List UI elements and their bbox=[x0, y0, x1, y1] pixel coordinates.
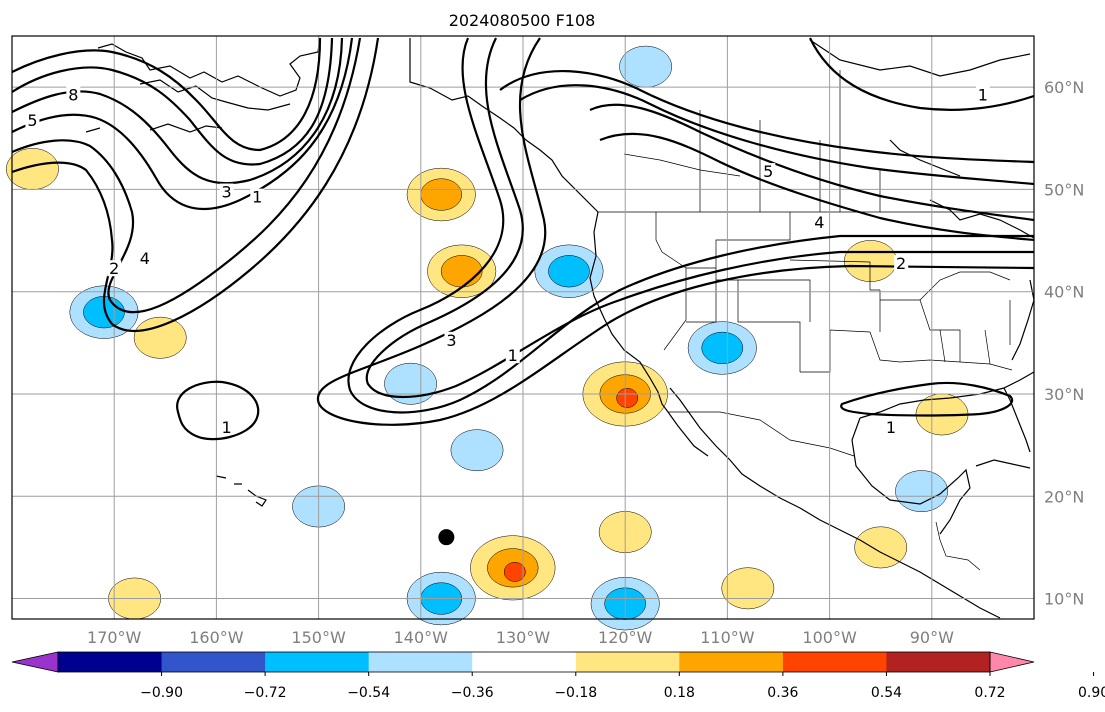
colorbar-tick-label: −0.90 bbox=[140, 685, 183, 701]
chart-title: 2024080500 F108 bbox=[449, 11, 596, 30]
contour-label: 5 bbox=[27, 111, 37, 130]
contour-label-bg bbox=[25, 111, 40, 128]
colorbar-tick-label: −0.36 bbox=[451, 685, 494, 701]
colorbar-segment bbox=[679, 652, 784, 672]
contour-label: 3 bbox=[222, 183, 232, 202]
colorbar-tick-label: −0.18 bbox=[554, 685, 597, 701]
anomaly-region-inner bbox=[701, 331, 744, 365]
longitude-tick-label: 120°W bbox=[598, 628, 653, 647]
colorbar-extend-high bbox=[989, 651, 1035, 673]
longitude-tick-label: 140°W bbox=[394, 628, 449, 647]
contour-label: 1 bbox=[508, 346, 518, 365]
contour-label: 3 bbox=[446, 331, 456, 350]
anomaly-region-outer bbox=[450, 429, 504, 472]
colorbar-tick-label: 0.36 bbox=[767, 685, 798, 701]
contour-label-bg bbox=[444, 331, 459, 348]
contour-label-bg bbox=[505, 347, 520, 364]
longitude-tick-label: 100°W bbox=[802, 628, 857, 647]
colorbar-segment bbox=[782, 652, 887, 672]
colorbar-segment bbox=[575, 652, 680, 672]
contour-label: 1 bbox=[978, 85, 988, 104]
contour-label: 2 bbox=[109, 259, 119, 278]
contour-label-bg bbox=[250, 188, 265, 205]
anomaly-region-inner bbox=[440, 255, 483, 288]
longitude-tick-label: 160°W bbox=[189, 628, 244, 647]
anomaly-region-outer bbox=[6, 148, 59, 190]
anomaly-region-inner bbox=[548, 255, 590, 288]
colorbar-segment bbox=[472, 652, 577, 672]
anomaly-region-outer bbox=[721, 567, 775, 610]
colorbar-segment bbox=[161, 652, 266, 672]
colorbar-tick-label: −0.72 bbox=[244, 685, 287, 701]
anomaly-region-outer bbox=[844, 240, 897, 282]
map-area: 5 8 2 4 3 1 3 1 5 4 2 1 1 1 bbox=[6, 36, 1035, 631]
contour-label-bg bbox=[66, 86, 81, 103]
contour-lines bbox=[11, 37, 1035, 441]
borders bbox=[409, 40, 1034, 571]
anomaly-region-outer bbox=[895, 470, 948, 513]
contour-label: 1 bbox=[886, 418, 896, 437]
colorbar-segment bbox=[265, 652, 370, 672]
latitude-tick-label: 40°N bbox=[1044, 283, 1084, 302]
anomaly-region-core bbox=[503, 561, 526, 582]
colorbar-frame bbox=[57, 651, 991, 673]
latitude-axis: 60°N 50°N 40°N 30°N 20°N 10°N bbox=[1044, 78, 1084, 608]
colorbar-segment bbox=[368, 652, 473, 672]
anomaly-region-outer bbox=[619, 45, 673, 88]
anomaly-fill-layer bbox=[6, 45, 969, 631]
latitude-tick-label: 30°N bbox=[1044, 385, 1084, 404]
contour-label: 5 bbox=[763, 162, 773, 181]
anomaly-region-core bbox=[616, 388, 639, 408]
latitude-tick-label: 60°N bbox=[1044, 78, 1084, 97]
anomaly-region-outer bbox=[384, 362, 437, 405]
longitude-axis: 170°W 160°W 150°W 140°W 130°W 120°W 110°W 100°W… bbox=[87, 628, 954, 647]
latitude-tick-label: 20°N bbox=[1044, 487, 1084, 506]
contour-label-bg bbox=[761, 163, 776, 180]
latitude-tick-label: 10°N bbox=[1044, 590, 1084, 609]
contour-label: 1 bbox=[252, 188, 262, 207]
contour-label-bg bbox=[219, 183, 234, 200]
latitude-tick-label: 50°N bbox=[1044, 180, 1084, 199]
longitude-tick-label: 150°W bbox=[291, 628, 346, 647]
contour-label-bg bbox=[975, 86, 990, 103]
contour-label-bg bbox=[137, 250, 152, 267]
colorbar-segment bbox=[886, 652, 991, 672]
contour-label-bg bbox=[107, 260, 122, 277]
storm-position-marker bbox=[438, 529, 455, 546]
colorbar-extend-low bbox=[11, 651, 59, 673]
longitude-tick-label: 90°W bbox=[910, 628, 954, 647]
contour-label-bg bbox=[894, 255, 909, 272]
anomaly-region-inner bbox=[420, 178, 463, 211]
longitude-tick-label: 130°W bbox=[496, 628, 551, 647]
gridlines bbox=[12, 36, 1034, 619]
anomaly-region-outer bbox=[133, 316, 187, 359]
contour-label-bg bbox=[883, 418, 898, 435]
contour-label-bg bbox=[219, 418, 234, 435]
colorbar-tick-label: 0.72 bbox=[974, 685, 1005, 701]
contour-label: 4 bbox=[814, 213, 824, 232]
contour-label: 4 bbox=[140, 249, 150, 268]
contour-label: 2 bbox=[896, 254, 906, 273]
contour-label-bg bbox=[812, 214, 827, 231]
colorbar-segment bbox=[58, 652, 163, 672]
colorbar-tick-labels: −0.90 −0.72 −0.54 −0.36 −0.18 0.18 0.36 0.54 0.7… bbox=[140, 672, 1105, 701]
colorbar-tick-label: 0.90 bbox=[1078, 685, 1105, 701]
colorbar-tick-label: 0.54 bbox=[871, 685, 902, 701]
contour-label: 1 bbox=[222, 418, 232, 437]
anomaly-region-outer bbox=[854, 526, 908, 569]
colorbar-tick-label: −0.54 bbox=[347, 685, 390, 701]
contour-label: 8 bbox=[68, 85, 78, 104]
contour-labels: 5 8 2 4 3 1 3 1 5 4 2 1 1 1 bbox=[25, 85, 990, 437]
colorbar-tick-label: 0.18 bbox=[664, 685, 695, 701]
colorbar bbox=[11, 651, 1035, 673]
longitude-tick-label: 170°W bbox=[87, 628, 142, 647]
coastlines bbox=[85, 37, 1035, 619]
longitude-tick-label: 110°W bbox=[700, 628, 755, 647]
map-frame bbox=[11, 35, 1035, 620]
